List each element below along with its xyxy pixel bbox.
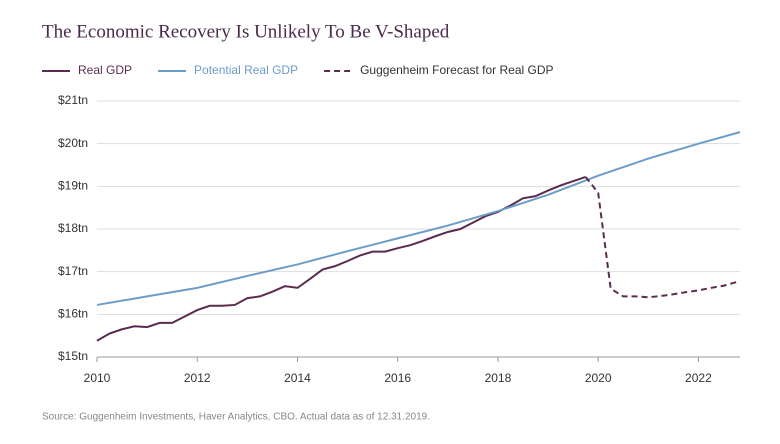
- legend: Real GDP Potential Real GDP Guggenheim For…: [42, 63, 554, 77]
- y-tick-label: $18tn: [58, 221, 88, 235]
- chart-title: The Economic Recovery Is Unlikely To Be …: [42, 21, 450, 42]
- legend-label: Guggenheim Forecast for Real GDP: [360, 63, 553, 77]
- y-tick-label: $15tn: [58, 349, 88, 363]
- x-tick-label: 2022: [685, 371, 712, 385]
- y-tick-label: $16tn: [58, 307, 88, 321]
- legend-label: Real GDP: [78, 63, 132, 77]
- x-tick-label: 2010: [84, 371, 111, 385]
- legend-label: Potential Real GDP: [194, 63, 298, 77]
- series-line: [584, 176, 741, 299]
- x-tick-label: 2016: [384, 371, 411, 385]
- source-note: Source: Guggenheim Investments, Haver An…: [42, 412, 430, 423]
- x-tick-label: 2014: [284, 371, 311, 385]
- x-tick-label: 2018: [485, 371, 512, 385]
- series-line: [96, 176, 586, 342]
- y-tick-label: $19tn: [58, 179, 88, 193]
- y-tick-label: $17tn: [58, 264, 88, 278]
- x-tick-label: 2012: [184, 371, 211, 385]
- y-tick-label: $20tn: [58, 136, 88, 150]
- x-tick-label: 2020: [585, 371, 612, 385]
- series-line: [96, 131, 741, 306]
- y-tick-label: $21tn: [58, 93, 88, 107]
